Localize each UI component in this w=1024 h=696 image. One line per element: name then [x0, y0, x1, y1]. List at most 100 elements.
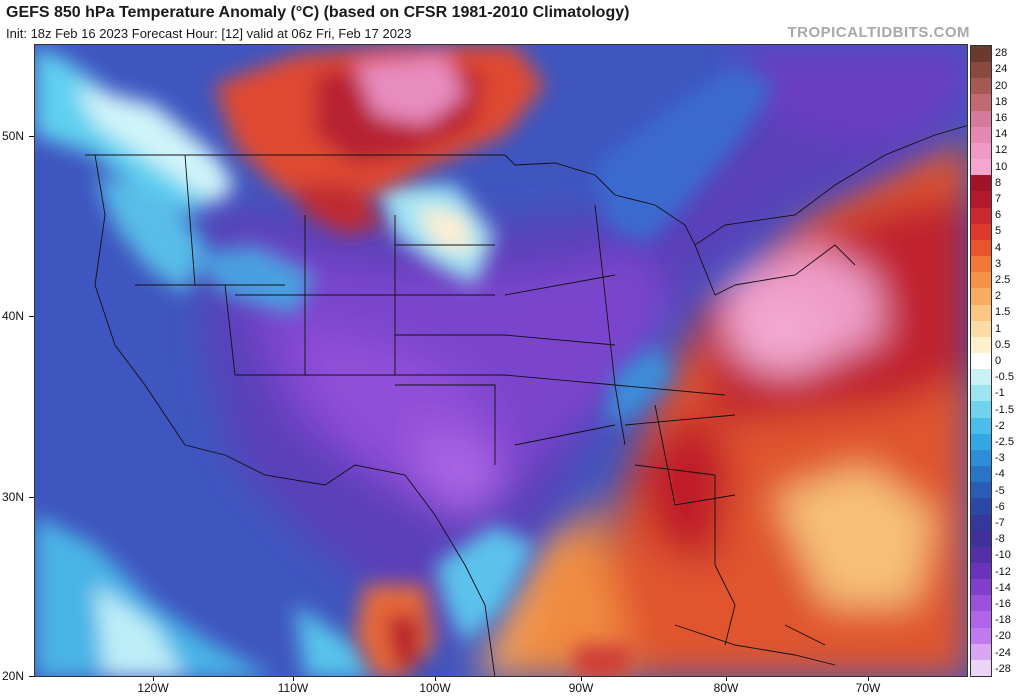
- colorbar-swatch: [971, 643, 991, 660]
- colorbar-label: 7: [995, 192, 1002, 205]
- colorbar-label: 10: [995, 160, 1008, 173]
- anomaly-map: [34, 44, 968, 677]
- colorbar-label: 0.5: [995, 338, 1011, 351]
- colorbar-swatch: [971, 256, 991, 273]
- colorbar-swatch: [971, 191, 991, 208]
- colorbar-label: 20: [995, 79, 1008, 92]
- colorbar-label: 1: [995, 322, 1002, 335]
- colorbar-swatch: [971, 239, 991, 257]
- colorbar-label: 2.5: [995, 273, 1011, 286]
- colorbar-swatch: [971, 595, 991, 612]
- colorbar-swatch: [971, 175, 991, 192]
- colorbar-swatch: [971, 659, 991, 677]
- colorbar-swatch: [971, 126, 991, 143]
- colorbar-swatch: [971, 207, 991, 224]
- lat-label-50n: 50N: [2, 129, 25, 143]
- colorbar-label: -4: [995, 468, 1005, 481]
- lat-tick: [29, 136, 34, 137]
- colorbar-label: 16: [995, 111, 1008, 124]
- colorbar-label: -10: [995, 549, 1011, 562]
- colorbar-label: 5: [995, 225, 1002, 238]
- colorbar-label: -2.5: [995, 436, 1014, 449]
- colorbar-swatch: [971, 579, 991, 596]
- colorbar-label: -8: [995, 533, 1005, 546]
- colorbar-swatch: [971, 530, 991, 547]
- colorbar-swatch: [971, 563, 991, 580]
- lon-tick: [153, 677, 154, 681]
- colorbar-swatch: [971, 94, 991, 111]
- colorbar-swatch: [971, 466, 991, 483]
- colorbar-label: -1: [995, 387, 1005, 400]
- canada-warm-blob: [215, 45, 635, 676]
- colorbar-label: -7: [995, 517, 1005, 530]
- lon-label-110w: 110W: [277, 681, 309, 695]
- colorbar-label: 12: [995, 144, 1008, 157]
- colorbar-label: -1.5: [995, 403, 1014, 416]
- colorbar-label: -0.5: [995, 371, 1014, 384]
- lon-label-70w: 70W: [855, 681, 881, 695]
- colorbar-label: -20: [995, 630, 1011, 643]
- colorbar-swatch: [971, 46, 991, 63]
- map-canvas: [35, 45, 967, 676]
- colorbar-label: -14: [995, 581, 1011, 594]
- lon-tick: [581, 677, 582, 681]
- near-zero-field: [35, 45, 775, 676]
- lat-tick: [29, 676, 34, 677]
- colorbar-label: 3: [995, 257, 1002, 270]
- lat-label-20n: 20N: [2, 669, 25, 683]
- warm-anomaly-field: [475, 140, 967, 676]
- colorbar-swatch: [971, 336, 991, 353]
- colorbar-label: -2: [995, 419, 1005, 432]
- colorbar-label: 0: [995, 355, 1002, 367]
- colorbar-label: -16: [995, 598, 1011, 611]
- colorbar-swatch: [971, 320, 991, 337]
- map-title: GEFS 850 hPa Temperature Anomaly (°C) (b…: [6, 4, 630, 21]
- lon-label-120w: 120W: [137, 681, 169, 695]
- colorbar-swatch: [971, 449, 991, 467]
- colorbar-label: 14: [995, 128, 1008, 141]
- colorbar-swatch: [971, 272, 991, 289]
- lon-label-90w: 90W: [568, 681, 594, 695]
- colorbar-swatch: [971, 498, 991, 515]
- colorbar-swatch: [971, 223, 991, 240]
- map-subtitle: Init: 18z Feb 16 2023 Forecast Hour: [12…: [6, 26, 412, 41]
- colorbar-swatch: [971, 385, 991, 402]
- colorbar-swatch: [971, 62, 991, 79]
- lat-tick: [29, 316, 34, 317]
- colorbar-label: 28: [995, 47, 1008, 60]
- colorbar-label: -5: [995, 484, 1005, 497]
- colorbar-swatch: [971, 546, 991, 563]
- colorbar-label: 4: [995, 241, 1002, 254]
- colorbar-label: -24: [995, 646, 1011, 659]
- lat-label-30n: 30N: [2, 490, 25, 504]
- colorbar-label: -18: [995, 614, 1011, 627]
- colorbar-label: -6: [995, 500, 1005, 513]
- colorbar-swatch: [971, 417, 991, 434]
- colorbar-label: -12: [995, 565, 1011, 578]
- colorbar-labels: 28 24 20 18 16 14 12 10 8 7 6 5 4 3 2.5 2 1.5 1 0.5 0 -0.5 -1…: [995, 45, 1023, 677]
- colorbar-swatch: [971, 514, 991, 531]
- colorbar-label: 1.5: [995, 306, 1011, 319]
- colorbar: [970, 45, 992, 677]
- colorbar-swatch: [971, 611, 991, 628]
- lat-label-40n: 40N: [2, 309, 25, 323]
- colorbar-label: -28: [995, 662, 1011, 675]
- lon-label-80w: 80W: [713, 681, 739, 695]
- colorbar-swatch: [971, 433, 991, 450]
- colorbar-swatch: [971, 482, 991, 499]
- lon-tick: [293, 677, 294, 681]
- colorbar-label: -3: [995, 452, 1005, 465]
- lat-tick: [29, 497, 34, 498]
- lon-tick: [726, 677, 727, 681]
- colorbar-label: 18: [995, 95, 1008, 108]
- colorbar-swatch: [971, 627, 991, 644]
- lon-label-100w: 100W: [419, 681, 451, 695]
- colorbar-label: 8: [995, 176, 1002, 189]
- colorbar-label: 2: [995, 290, 1002, 303]
- colorbar-swatch: [971, 304, 991, 321]
- colorbar-swatch: [971, 401, 991, 418]
- colorbar-swatch: [971, 110, 991, 127]
- colorbar-swatch: [971, 78, 991, 95]
- colorbar-swatch: [971, 288, 991, 305]
- colorbar-label: 6: [995, 209, 1002, 222]
